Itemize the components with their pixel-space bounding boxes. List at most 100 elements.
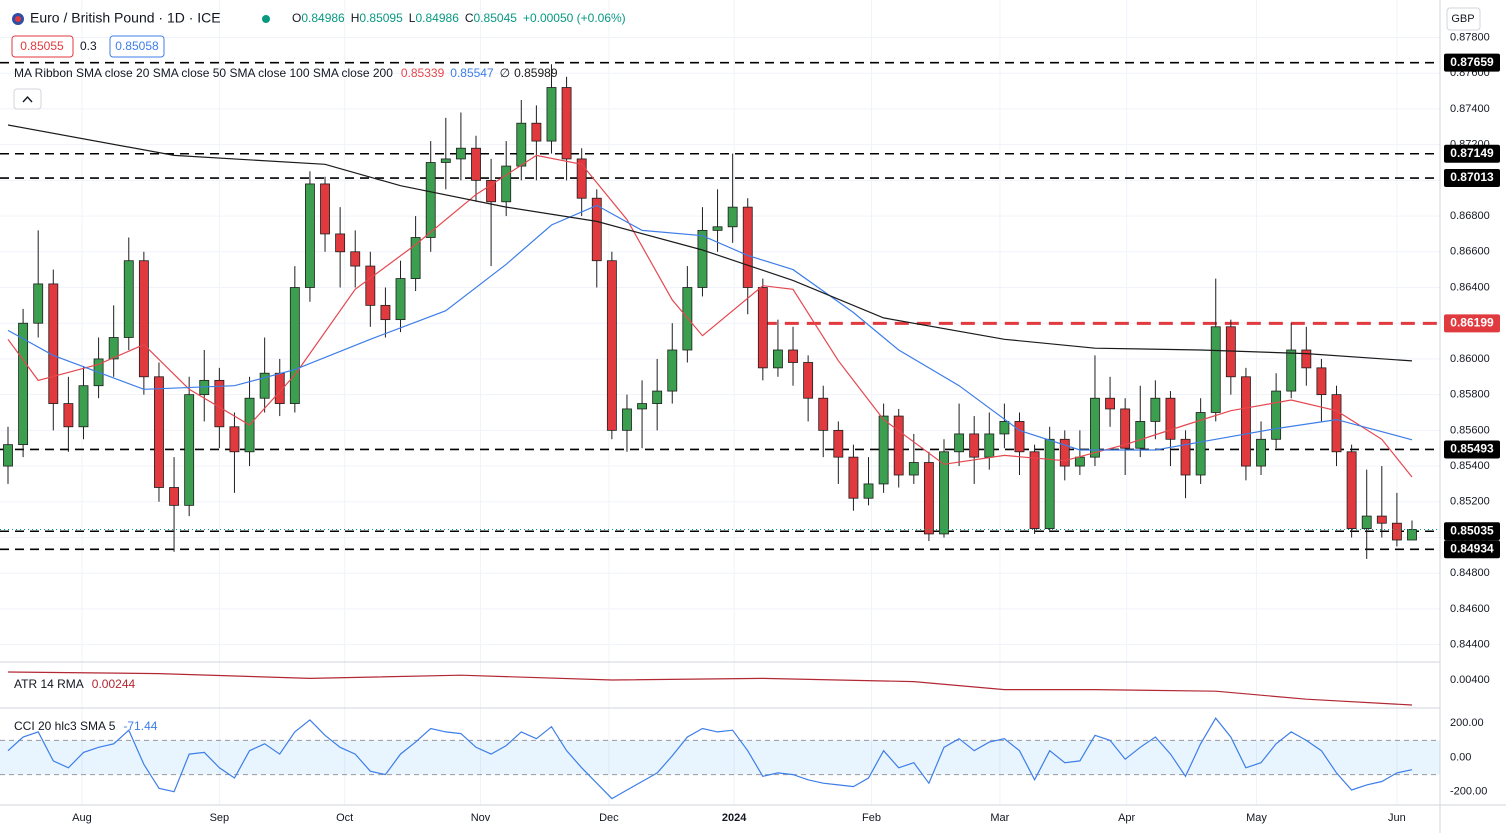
price-scale (1440, 0, 1506, 833)
candle-body (1241, 376, 1251, 467)
candle-body (818, 397, 829, 431)
bid: 0.85055 (20, 39, 64, 53)
candle-body (516, 122, 527, 167)
candle-body (455, 147, 466, 160)
level-label-box (1444, 522, 1500, 541)
candle-body (3, 444, 13, 467)
candle-body (561, 87, 572, 160)
candle-body (652, 390, 663, 404)
currency-button[interactable] (1446, 7, 1481, 31)
candle-body (667, 349, 678, 392)
spread: 0.3 (80, 39, 97, 53)
ask-box[interactable] (109, 35, 165, 58)
candle-body (184, 394, 195, 506)
candle-body (229, 426, 240, 453)
level-label: 0.87149 (1450, 146, 1494, 160)
candle-body (214, 379, 225, 428)
candle-body (320, 183, 330, 235)
candle-body (606, 260, 617, 431)
x-tick-label: Dec (599, 812, 619, 824)
candle-body (712, 226, 723, 231)
candle-body (48, 283, 59, 404)
candle-body (742, 206, 753, 288)
candle-body (78, 385, 89, 428)
candle-body (33, 283, 44, 324)
candle-body (1286, 349, 1297, 392)
candle-body (440, 158, 451, 163)
ohlc-prefix: L (409, 11, 416, 25)
y-tick-label: 0.86000 (1450, 353, 1490, 365)
y-tick-label: 0.85600 (1450, 424, 1490, 436)
level-label: 0.87659 (1450, 55, 1494, 69)
candle-body (1044, 438, 1055, 529)
level-label: 0.86199 (1450, 316, 1494, 330)
x-tick-label: Jun (1388, 812, 1406, 824)
cci-line (7, 717, 1413, 800)
y-tick-label: 0.85800 (1450, 389, 1490, 401)
candle-body (425, 162, 436, 238)
x-tick-label: Apr (1118, 812, 1135, 824)
candle-body (18, 322, 29, 446)
level-label-box (1444, 540, 1500, 559)
candle-body (1135, 421, 1146, 449)
candle-body (622, 408, 632, 431)
candle-body (954, 433, 965, 453)
y-tick-label: 0.85400 (1450, 460, 1490, 472)
atr-tick-label: 0.00400 (1450, 674, 1490, 686)
ma-value: 0.85989 (514, 66, 558, 80)
moving-average (7, 124, 1413, 362)
candle-body (1180, 438, 1191, 476)
level-label-box (1444, 144, 1500, 163)
candle-body (1074, 456, 1085, 467)
candle-body (637, 403, 647, 410)
level-label: 0.84934 (1450, 541, 1494, 555)
candle-body (908, 462, 919, 476)
plot (0, 61, 1440, 800)
candle-body (335, 233, 346, 253)
candle-body (939, 451, 949, 535)
x-tick-label: Oct (336, 812, 353, 824)
x-tick-label: Aug (72, 812, 92, 824)
level-label-box (1444, 314, 1500, 333)
candle-body (1346, 451, 1357, 529)
level-label-box (1444, 169, 1500, 188)
level-label-box (1444, 53, 1500, 72)
candle-body (848, 456, 859, 499)
level-label: 0.85493 (1450, 442, 1494, 456)
candle-body (1361, 515, 1372, 529)
y-tick-label: 0.84600 (1450, 603, 1490, 615)
candle-body (486, 179, 497, 203)
candle-body (1225, 326, 1236, 378)
ohlc-value: 0.84986 (301, 11, 345, 25)
candle-body (108, 337, 119, 360)
y-tick-label: 0.87400 (1450, 103, 1490, 115)
candle-body (410, 237, 421, 279)
ask: 0.85058 (115, 39, 159, 53)
candle-body (1210, 326, 1221, 413)
candle-body (697, 229, 708, 288)
candle-body (501, 165, 512, 203)
moving-average (7, 154, 1413, 478)
y-tick-label: 0.87800 (1450, 31, 1490, 43)
y-tick-label: 0.86800 (1450, 210, 1490, 222)
y-tick-label: 0.86400 (1450, 281, 1490, 293)
collapse-button[interactable] (13, 88, 42, 110)
ma-value: 0.85547 (450, 66, 494, 80)
candle-body (138, 260, 149, 378)
bid-box[interactable] (11, 35, 74, 58)
chevron-icon (22, 95, 33, 103)
y-tick-label: 0.85200 (1450, 496, 1490, 508)
y-tick-label: 0.86600 (1450, 246, 1490, 258)
x-tick-label: 2024 (722, 812, 747, 824)
symbol-title[interactable]: Euro / British Pound · 1D · ICE (30, 10, 221, 26)
candle-body (380, 304, 391, 321)
market-status (262, 15, 270, 23)
candle-body (1029, 451, 1040, 529)
candle-body (576, 158, 587, 199)
cci-band (0, 740, 1440, 775)
change: +0.00050 (+0.06%) (523, 11, 626, 25)
candle-body (350, 251, 361, 267)
x-tick-label: Sep (210, 812, 230, 824)
